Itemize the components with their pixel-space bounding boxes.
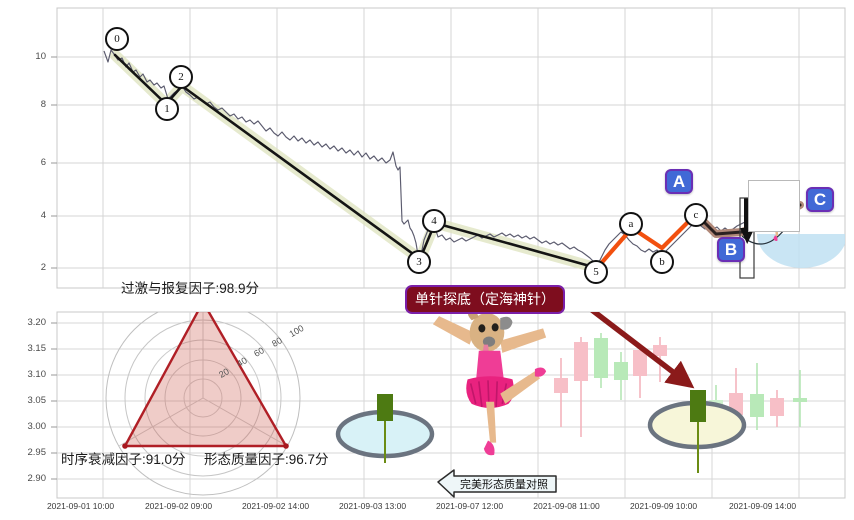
- top-chart-grid: [51, 7, 846, 289]
- left-arrow-callout-icon: [437, 469, 557, 498]
- radar-axis-label-left: 时序衰减因子:91.0分: [61, 452, 186, 467]
- thumbnail-frame: [748, 180, 800, 232]
- wave-label-5[interactable]: 5: [584, 260, 608, 284]
- y-tick-6: 6: [40, 157, 46, 168]
- y-tick-2: 2: [40, 262, 46, 273]
- candle-highlight-right-front: [690, 390, 706, 473]
- down-right-arrow-icon: [590, 312, 695, 389]
- needle-marker: [740, 198, 755, 244]
- y-tick-4: 4: [40, 210, 46, 221]
- y-tick-8: 8: [40, 99, 46, 110]
- marker-badge-b[interactable]: B: [717, 237, 745, 262]
- y2-tick-320: 3.20: [27, 317, 47, 328]
- marker-badge-c[interactable]: C: [806, 187, 834, 212]
- ballerina-dog-icon: [432, 310, 547, 456]
- wave-label-c[interactable]: c: [684, 203, 708, 227]
- y2-tick-310: 3.10: [27, 369, 47, 380]
- wave-label-4[interactable]: 4: [422, 209, 446, 233]
- x-tick-3: 2021-09-03 13:00: [338, 501, 407, 511]
- needle-bottom-callout[interactable]: 单针探底（定海神针）: [405, 285, 565, 314]
- y2-tick-295: 2.95: [27, 447, 47, 458]
- wave-label-1[interactable]: 1: [155, 97, 179, 121]
- y2-tick-300: 3.00: [27, 421, 47, 432]
- perfect-pattern-compare-label[interactable]: 完美形态质量对照: [460, 479, 548, 491]
- y-tick-10: 10: [35, 51, 46, 62]
- quality-factor-radar: [105, 312, 301, 496]
- y2-tick-290: 2.90: [27, 473, 47, 484]
- support-bowl-shape: [757, 234, 845, 268]
- x-tick-7: 2021-09-09 14:00: [728, 501, 797, 511]
- y2-tick-315: 3.15: [27, 343, 47, 354]
- candle-cluster-middle: [554, 333, 667, 437]
- x-tick-1: 2021-09-02 09:00: [144, 501, 213, 511]
- y2-tick-305: 3.05: [27, 395, 47, 406]
- wave-label-0[interactable]: 0: [105, 27, 129, 51]
- radar-axis-label-top: 过激与报复因子:98.9分: [121, 281, 260, 296]
- wave-label-a[interactable]: a: [619, 212, 643, 236]
- x-tick-2: 2021-09-02 14:00: [241, 501, 310, 511]
- impulse-wave-line: [113, 53, 599, 270]
- x-tick-0: 2021-09-01 10:00: [46, 501, 115, 511]
- x-tick-5: 2021-09-08 11:00: [533, 501, 600, 511]
- correction-wave-line: [594, 211, 699, 271]
- radar-axis-label-right: 形态质量因子:96.7分: [204, 452, 329, 467]
- radar-data-polygon: [123, 312, 288, 448]
- wave-label-3[interactable]: 3: [407, 250, 431, 274]
- x-tick-4: 2021-09-07 12:00: [435, 501, 504, 511]
- x-tick-6: 2021-09-09 10:00: [629, 501, 698, 511]
- marker-badge-a[interactable]: A: [665, 169, 693, 194]
- wave-label-b[interactable]: b: [650, 250, 674, 274]
- wave-label-2[interactable]: 2: [169, 65, 193, 89]
- candle-highlight-left-front: [377, 394, 393, 463]
